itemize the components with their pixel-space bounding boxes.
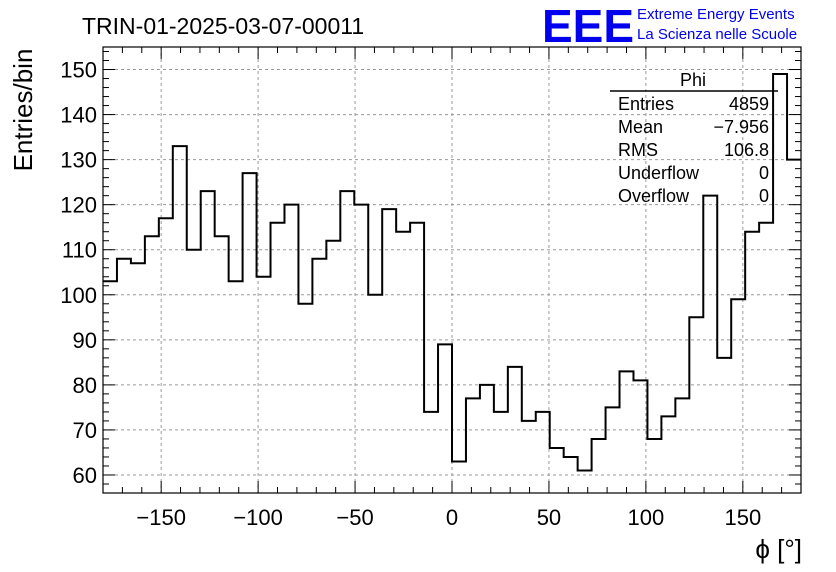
brand-line-2: La Scienza nelle Scuole: [637, 26, 797, 43]
y-tick-label: 70: [73, 418, 97, 443]
y-tick-label: 140: [60, 103, 97, 128]
histogram-bin: [661, 416, 675, 493]
stats-rows: Entries 4859 Mean −7.956 RMS 106.8 Underflow 0 O…: [618, 94, 769, 206]
histogram-bin: [257, 277, 271, 493]
histogram-bin: [215, 236, 229, 493]
histogram-bin: [368, 295, 382, 493]
histogram-bin: [494, 412, 508, 493]
stats-label: Underflow: [618, 163, 700, 183]
histogram-bin: [298, 304, 312, 493]
eee-logo: EEE Extreme Energy Events La Scienza nel…: [542, 0, 797, 52]
x-tick-label: 100: [628, 505, 665, 530]
stats-label: RMS: [618, 140, 658, 160]
histogram-bin: [187, 250, 201, 493]
histogram-bin: [452, 461, 466, 493]
histogram-bin: [466, 398, 480, 493]
histogram-bin: [536, 412, 550, 493]
y-tick-label: 90: [73, 328, 97, 353]
histogram-bin: [522, 421, 536, 493]
histogram-series: [103, 73, 801, 493]
stats-value: −7.956: [713, 117, 769, 137]
stats-value: 106.8: [724, 140, 769, 160]
histogram-bin: [229, 281, 243, 493]
stats-label: Overflow: [618, 186, 690, 206]
histogram-bin: [592, 439, 606, 493]
histogram-bin: [326, 241, 340, 493]
stats-label: Entries: [618, 94, 674, 114]
histogram-bin: [284, 205, 298, 493]
stats-title: Phi: [680, 70, 706, 90]
histogram-bin: [382, 209, 396, 493]
y-axis: 60 70 80 90 100 110 120 130 140 150: [60, 51, 801, 494]
histogram-bin: [717, 358, 731, 493]
histogram-bin: [689, 317, 703, 493]
x-tick-label: −100: [233, 505, 283, 530]
histogram-bin: [201, 191, 215, 493]
histogram-bin: [675, 398, 689, 493]
x-axis: −150 −100 −50 0 50 100 150: [102, 47, 802, 530]
stats-value: 0: [759, 186, 769, 206]
histogram-bin: [480, 385, 494, 493]
histogram-bin: [633, 380, 647, 493]
histogram-bin: [550, 448, 564, 493]
y-tick-label: 110: [62, 238, 97, 263]
histogram-line: [103, 73, 801, 472]
y-tick-label: 100: [60, 283, 97, 308]
x-tick-label: 150: [724, 505, 761, 530]
y-axis-title: Entries/bin: [8, 49, 38, 172]
histogram-bin: [271, 223, 285, 493]
histogram-bin: [410, 223, 424, 493]
x-axis-title: ϕ [°]: [755, 534, 802, 564]
x-tick-label: −50: [336, 505, 373, 530]
y-tick-label: 60: [73, 463, 97, 488]
y-tick-label: 80: [73, 373, 97, 398]
histogram-bin: [438, 344, 452, 493]
y-tick-label: 130: [60, 148, 97, 173]
brand-line-1: Extreme Energy Events: [637, 6, 795, 23]
histogram-bin: [243, 173, 257, 493]
histogram-bin: [173, 146, 187, 493]
histogram-bin: [703, 196, 717, 493]
histogram-bin: [578, 470, 592, 493]
y-tick-label: 120: [60, 193, 97, 218]
stats-label: Mean: [618, 117, 663, 137]
stats-value: 0: [759, 163, 769, 183]
histogram-bin: [117, 259, 131, 493]
stats-value: 4859: [729, 94, 769, 114]
histogram-bin: [354, 205, 368, 493]
y-tick-label: 150: [60, 58, 97, 83]
grid: [103, 47, 801, 493]
histogram-bin: [424, 412, 438, 493]
chart-title: TRIN-01-2025-03-07-00011: [82, 13, 364, 39]
histogram-bin: [340, 191, 354, 493]
histogram-bin: [396, 232, 410, 493]
histogram-bin: [312, 259, 326, 493]
eee-logo-mark: EEE: [542, 0, 634, 52]
x-tick-label: −150: [136, 505, 186, 530]
histogram-bin: [145, 236, 159, 493]
histogram-bin: [745, 232, 759, 493]
stats-box: Phi Entries 4859 Mean −7.956 RMS 106.8 Underfl…: [610, 70, 778, 206]
histogram-bin: [647, 439, 661, 493]
histogram-bin: [759, 223, 773, 493]
histogram-bin: [787, 160, 801, 493]
histogram-bin: [131, 263, 145, 493]
x-tick-label: 50: [537, 505, 561, 530]
histogram-bin: [606, 407, 620, 493]
x-tick-label: 0: [446, 505, 458, 530]
